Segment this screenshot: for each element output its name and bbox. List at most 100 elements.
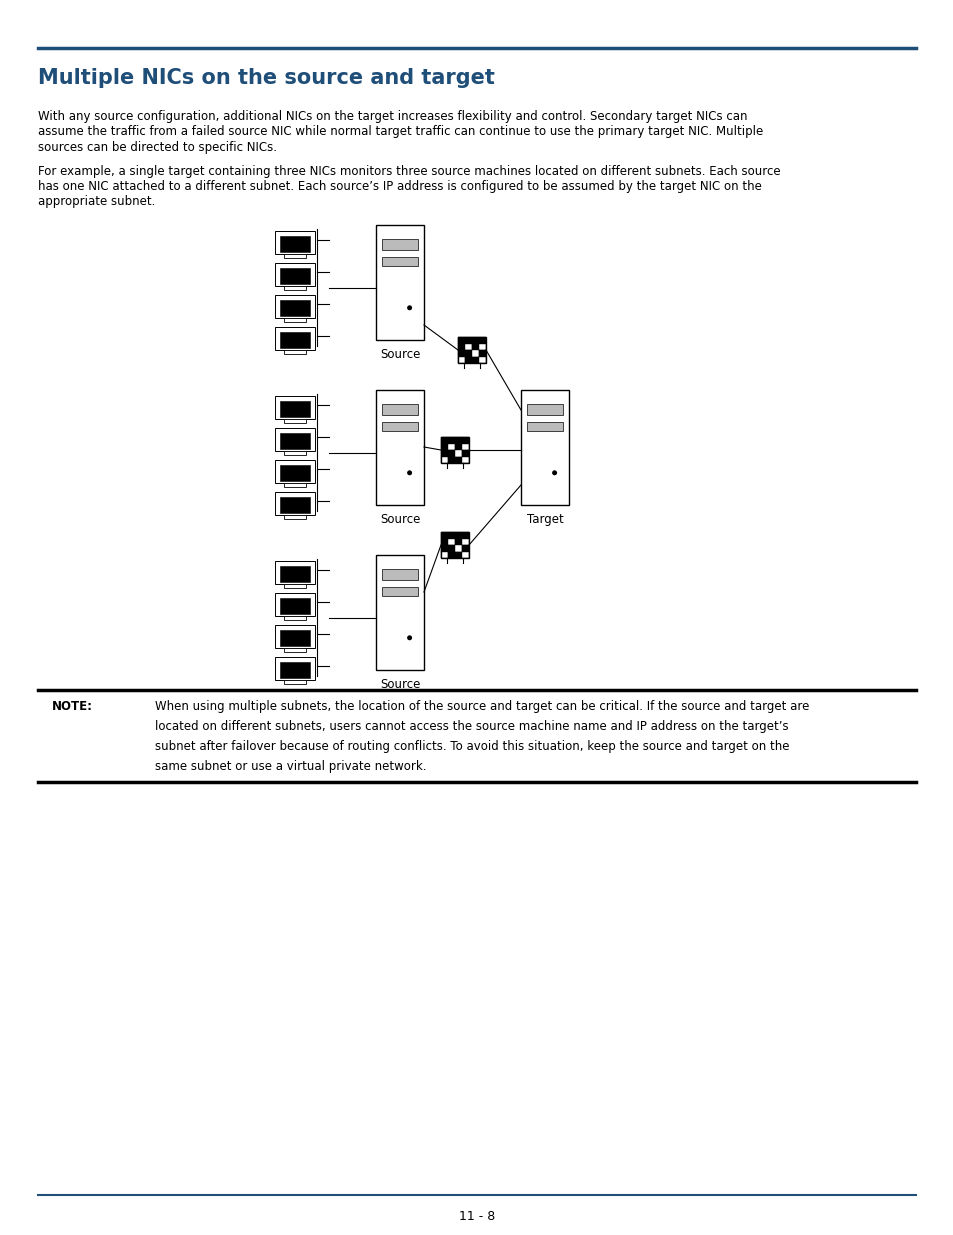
Bar bbox=[472, 357, 478, 363]
Bar bbox=[274, 429, 314, 451]
Text: same subnet or use a virtual private network.: same subnet or use a virtual private net… bbox=[154, 760, 426, 773]
Bar bbox=[274, 625, 314, 648]
Bar bbox=[284, 317, 306, 322]
Bar bbox=[478, 337, 485, 343]
Text: Source: Source bbox=[379, 678, 419, 692]
Bar bbox=[461, 545, 469, 552]
Bar bbox=[274, 327, 314, 350]
Bar bbox=[526, 404, 562, 415]
Circle shape bbox=[552, 471, 557, 475]
Text: For example, a single target containing three NICs monitors three source machine: For example, a single target containing … bbox=[38, 164, 780, 178]
Text: Source: Source bbox=[379, 348, 419, 361]
Bar bbox=[472, 337, 478, 343]
Bar bbox=[274, 396, 314, 419]
Bar bbox=[274, 295, 314, 317]
Bar bbox=[279, 300, 310, 316]
Bar bbox=[375, 390, 423, 505]
Bar bbox=[274, 493, 314, 515]
Bar bbox=[440, 545, 448, 552]
Text: subnet after failover because of routing conflicts. To avoid this situation, kee: subnet after failover because of routing… bbox=[154, 740, 789, 753]
Bar bbox=[448, 532, 455, 538]
Text: sources can be directed to specific NICs.: sources can be directed to specific NICs… bbox=[38, 141, 276, 154]
Bar bbox=[279, 268, 310, 284]
Bar bbox=[464, 350, 472, 357]
Bar bbox=[274, 593, 314, 616]
Bar bbox=[448, 457, 455, 463]
Bar bbox=[461, 443, 469, 450]
Bar bbox=[455, 450, 461, 457]
Bar bbox=[457, 350, 464, 357]
Circle shape bbox=[407, 471, 412, 475]
Bar bbox=[274, 562, 314, 584]
Text: appropriate subnet.: appropriate subnet. bbox=[38, 195, 155, 209]
Circle shape bbox=[407, 635, 412, 640]
Text: With any source configuration, additional NICs on the target increases flexibili: With any source configuration, additiona… bbox=[38, 110, 747, 124]
Bar bbox=[274, 657, 314, 680]
Bar bbox=[440, 457, 448, 463]
Bar bbox=[284, 483, 306, 487]
Bar bbox=[440, 532, 448, 538]
Bar bbox=[448, 545, 455, 552]
Bar bbox=[284, 515, 306, 519]
Text: assume the traffic from a failed source NIC while normal target traffic can cont: assume the traffic from a failed source … bbox=[38, 126, 762, 138]
Bar bbox=[284, 648, 306, 652]
Bar bbox=[381, 238, 417, 251]
Bar bbox=[284, 254, 306, 258]
Bar bbox=[284, 419, 306, 422]
Text: NOTE:: NOTE: bbox=[52, 700, 92, 713]
Bar bbox=[381, 404, 417, 415]
Bar bbox=[455, 545, 461, 552]
Text: Target: Target bbox=[526, 513, 563, 526]
Text: When using multiple subnets, the location of the source and target can be critic: When using multiple subnets, the locatio… bbox=[154, 700, 808, 713]
Bar bbox=[478, 343, 485, 350]
Bar bbox=[274, 263, 314, 287]
Bar bbox=[440, 538, 448, 545]
Bar bbox=[279, 464, 310, 480]
Bar bbox=[448, 552, 455, 558]
Bar bbox=[448, 450, 455, 457]
Bar bbox=[455, 532, 461, 538]
Bar bbox=[284, 451, 306, 454]
Bar bbox=[375, 555, 423, 671]
Bar bbox=[464, 357, 472, 363]
Bar bbox=[461, 457, 469, 463]
Bar bbox=[457, 337, 485, 363]
Bar bbox=[284, 287, 306, 290]
Bar bbox=[461, 552, 469, 558]
Text: Multiple NICs on the source and target: Multiple NICs on the source and target bbox=[38, 68, 495, 88]
Bar bbox=[448, 443, 455, 450]
Bar bbox=[279, 236, 310, 252]
Bar bbox=[455, 437, 461, 443]
Bar bbox=[455, 457, 461, 463]
Bar bbox=[279, 332, 310, 348]
Bar bbox=[526, 422, 562, 431]
Bar bbox=[472, 343, 478, 350]
Bar bbox=[461, 450, 469, 457]
Bar bbox=[440, 443, 448, 450]
Bar bbox=[279, 630, 310, 646]
Bar bbox=[279, 496, 310, 513]
Bar bbox=[279, 598, 310, 614]
Bar bbox=[440, 437, 469, 463]
Text: 11 - 8: 11 - 8 bbox=[458, 1210, 495, 1223]
Bar bbox=[455, 538, 461, 545]
Bar bbox=[381, 569, 417, 580]
Bar bbox=[284, 680, 306, 684]
Bar bbox=[478, 350, 485, 357]
Text: Source: Source bbox=[379, 513, 419, 526]
Bar bbox=[461, 532, 469, 538]
Bar bbox=[464, 337, 472, 343]
Bar bbox=[448, 437, 455, 443]
Bar bbox=[461, 437, 469, 443]
Bar bbox=[464, 343, 472, 350]
Bar bbox=[279, 432, 310, 448]
Bar bbox=[440, 437, 448, 443]
Bar bbox=[478, 357, 485, 363]
Bar bbox=[284, 350, 306, 353]
Bar bbox=[520, 390, 568, 505]
Bar bbox=[274, 461, 314, 483]
Bar bbox=[472, 350, 478, 357]
Bar bbox=[448, 538, 455, 545]
Bar bbox=[274, 231, 314, 254]
Bar bbox=[381, 587, 417, 597]
